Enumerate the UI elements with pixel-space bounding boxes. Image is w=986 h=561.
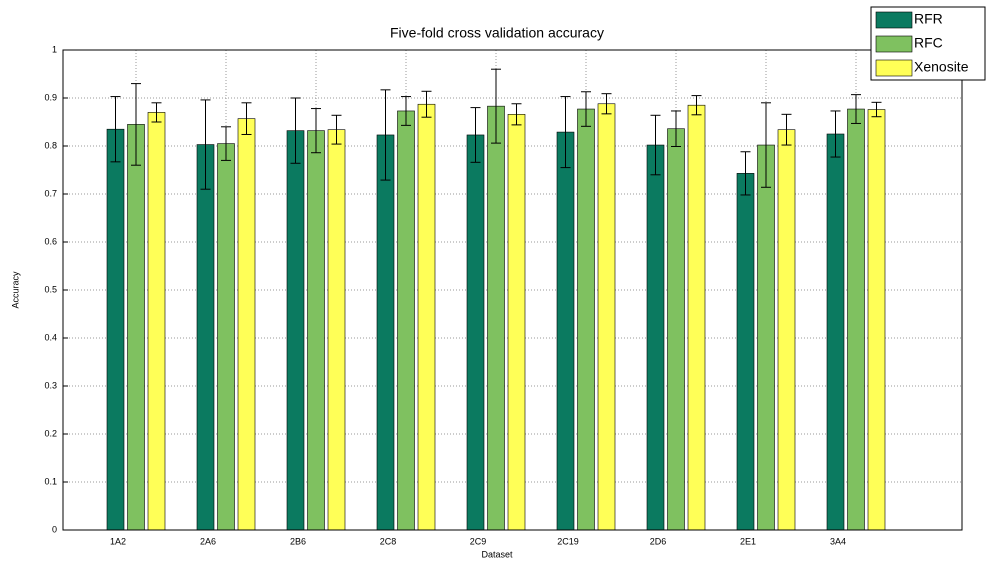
bar xyxy=(106,128,125,531)
chart-title: Five-fold cross validation accuracy xyxy=(390,25,604,41)
bar xyxy=(577,108,595,531)
x-tick-label: 2C9 xyxy=(470,536,487,546)
y-axis-label: Accuracy xyxy=(10,271,20,309)
x-tick-label: 2A6 xyxy=(200,536,216,546)
bar xyxy=(147,112,166,531)
x-tick-label: 2C8 xyxy=(380,536,397,546)
bar xyxy=(757,144,775,531)
bar xyxy=(507,114,526,531)
bar xyxy=(826,133,845,531)
bar xyxy=(417,103,436,531)
x-tick-label: 2B6 xyxy=(290,536,306,546)
x-tick-label: 1A2 xyxy=(110,536,126,546)
x-tick-label: 2E1 xyxy=(740,536,756,546)
bar xyxy=(327,129,346,531)
bar xyxy=(217,143,235,531)
bar xyxy=(687,104,706,531)
bar xyxy=(127,124,145,531)
bar xyxy=(397,110,415,531)
bar xyxy=(556,131,575,531)
bar xyxy=(847,108,865,531)
bar xyxy=(466,134,485,531)
y-tick-label: 0 xyxy=(52,524,57,534)
y-tick-label: 0.4 xyxy=(44,332,57,342)
legend-swatch xyxy=(875,59,913,77)
legend-label: RFC xyxy=(914,35,943,51)
y-tick-label: 0.1 xyxy=(44,476,57,486)
bar xyxy=(736,173,755,531)
y-tick-label: 0.5 xyxy=(44,284,57,294)
y-tick-label: 0.7 xyxy=(44,188,57,198)
axes-box xyxy=(62,49,963,531)
bar xyxy=(286,130,305,531)
x-tick-label: 2D6 xyxy=(650,536,667,546)
legend-label: RFR xyxy=(914,11,943,27)
y-tick-label: 0.2 xyxy=(44,428,57,438)
x-tick-label: 2C19 xyxy=(557,536,579,546)
bar xyxy=(646,144,665,531)
bar xyxy=(867,109,886,531)
bar xyxy=(597,103,616,531)
legend-label: Xenosite xyxy=(914,59,969,75)
y-tick-label: 0.6 xyxy=(44,236,57,246)
bar xyxy=(196,144,215,531)
bar xyxy=(307,130,325,531)
y-tick-label: 0.8 xyxy=(44,140,57,150)
bar xyxy=(667,128,685,531)
bar xyxy=(376,134,395,531)
bar xyxy=(237,118,256,531)
y-tick-label: 1 xyxy=(52,44,57,54)
y-tick-label: 0.3 xyxy=(44,380,57,390)
x-axis-label: Dataset xyxy=(481,549,513,559)
legend-swatch xyxy=(875,11,913,29)
legend-swatch xyxy=(875,35,913,53)
bar xyxy=(487,105,505,531)
bar xyxy=(777,129,796,531)
y-tick-label: 0.9 xyxy=(44,92,57,102)
x-tick-label: 3A4 xyxy=(830,536,846,546)
